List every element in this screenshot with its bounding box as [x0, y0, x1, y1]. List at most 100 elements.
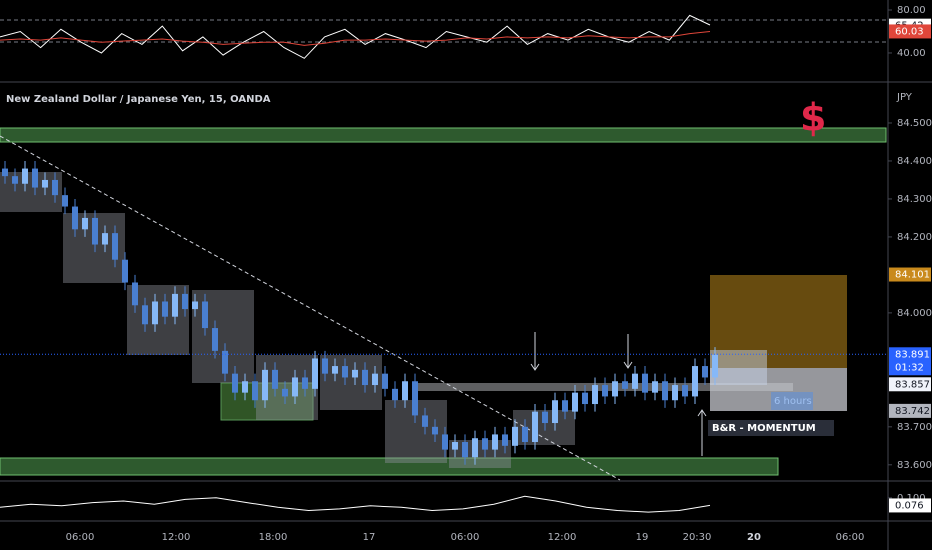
candle-body: [462, 442, 468, 458]
price-tag: [889, 377, 931, 392]
candle-body: [542, 411, 548, 424]
candle-body: [352, 369, 358, 378]
x-tick-label: 12:00: [548, 532, 577, 543]
candle-body: [312, 358, 318, 389]
y-tick-label: 84.300: [897, 194, 932, 205]
x-tick-label: 17: [363, 532, 376, 543]
candle-body: [652, 381, 658, 393]
x-tick-label: 06:00: [451, 532, 480, 543]
candle-body: [72, 206, 78, 230]
candle-body: [612, 381, 618, 397]
candle-body: [412, 381, 418, 416]
candle-body: [252, 381, 258, 401]
candle-body: [62, 195, 68, 207]
price-tag: [889, 347, 931, 376]
candle-body: [322, 358, 328, 374]
candle-body: [682, 385, 688, 397]
price-tag-label: 83.857: [895, 379, 930, 390]
candle-body: [172, 293, 178, 317]
indicator-line: [0, 14, 711, 59]
candle-body: [242, 381, 248, 393]
value-tag: [889, 498, 931, 513]
currency-label: JPY: [896, 92, 913, 103]
candle-body: [672, 385, 678, 401]
price-tag-label: 83.891: [895, 349, 930, 360]
candle-body: [442, 434, 448, 450]
candle-body: [102, 233, 108, 245]
arrow: [530, 332, 540, 371]
candle-body: [142, 305, 148, 325]
candle-body: [222, 350, 228, 374]
y-tick-label: 84.200: [897, 232, 932, 243]
candle-body: [382, 373, 388, 389]
candle-body: [622, 381, 628, 389]
candle-body: [702, 366, 708, 378]
candle-body: [212, 328, 218, 351]
y-tick-label: 84.000: [897, 308, 932, 319]
candle-body: [192, 301, 198, 310]
range-box: [449, 440, 511, 468]
arrow: [697, 409, 707, 456]
candle-body: [182, 293, 188, 310]
indicator-line: [0, 495, 711, 513]
candle-body: [522, 426, 528, 443]
y-tick-label: 83.600: [897, 460, 932, 471]
candle-body: [152, 301, 158, 325]
candle-body: [262, 369, 268, 401]
x-tick-label: 20:30: [683, 532, 712, 543]
x-tick-label: 18:00: [259, 532, 288, 543]
candle-body: [572, 392, 578, 412]
candle-body: [532, 411, 538, 443]
candle-body: [432, 426, 438, 435]
trendline: [0, 135, 621, 481]
y-tick-label: 0.100: [897, 493, 926, 504]
candle-body: [12, 176, 18, 184]
price-tag-label: 84.101: [895, 270, 930, 281]
x-tick-label: 06:00: [66, 532, 95, 543]
price-tag: [889, 267, 931, 282]
indicator-line: [0, 31, 711, 46]
candle-body: [82, 217, 88, 230]
candle-body: [92, 217, 98, 245]
candle-body: [512, 426, 518, 446]
candle-body: [712, 354, 718, 378]
value-tag: [889, 24, 931, 39]
candle-body: [632, 373, 638, 389]
range-box: [320, 355, 382, 410]
candle-body: [592, 385, 598, 405]
x-tick-label: 12:00: [162, 532, 191, 543]
arrow: [623, 334, 633, 369]
candle-body: [492, 434, 498, 450]
y-tick-label: 80.00: [897, 5, 926, 16]
y-tick-label: 40.00: [897, 48, 926, 59]
candle-body: [272, 369, 278, 389]
annotation: B&R - MOMENTUM: [712, 423, 816, 434]
candle-body: [332, 366, 338, 374]
arrows: [530, 332, 707, 456]
price-tag: [889, 403, 931, 418]
candle-body: [562, 400, 568, 412]
highlight: [710, 350, 767, 385]
candle-body: [292, 377, 298, 397]
candle-body: [282, 388, 288, 397]
candle-body: [202, 301, 208, 329]
price-tag-label: 83.742: [895, 406, 930, 417]
candle-body: [162, 301, 168, 317]
x-tick-label: 06:00: [836, 532, 865, 543]
candle-body: [42, 179, 48, 188]
candle-body: [642, 373, 648, 393]
annotation-bg: [708, 420, 834, 436]
candle-body: [372, 373, 378, 386]
candle-body: [422, 415, 428, 427]
candle-body: [112, 233, 118, 260]
candle-body: [482, 438, 488, 450]
candle-body: [132, 282, 138, 306]
value-tag-label: 0.076: [895, 500, 924, 511]
candle-body: [582, 392, 588, 405]
countdown: 01:32: [895, 362, 924, 373]
candle-body: [52, 179, 58, 196]
candle-body: [502, 434, 508, 446]
y-tick-label: 83.700: [897, 422, 932, 433]
candle-body: [472, 438, 478, 458]
